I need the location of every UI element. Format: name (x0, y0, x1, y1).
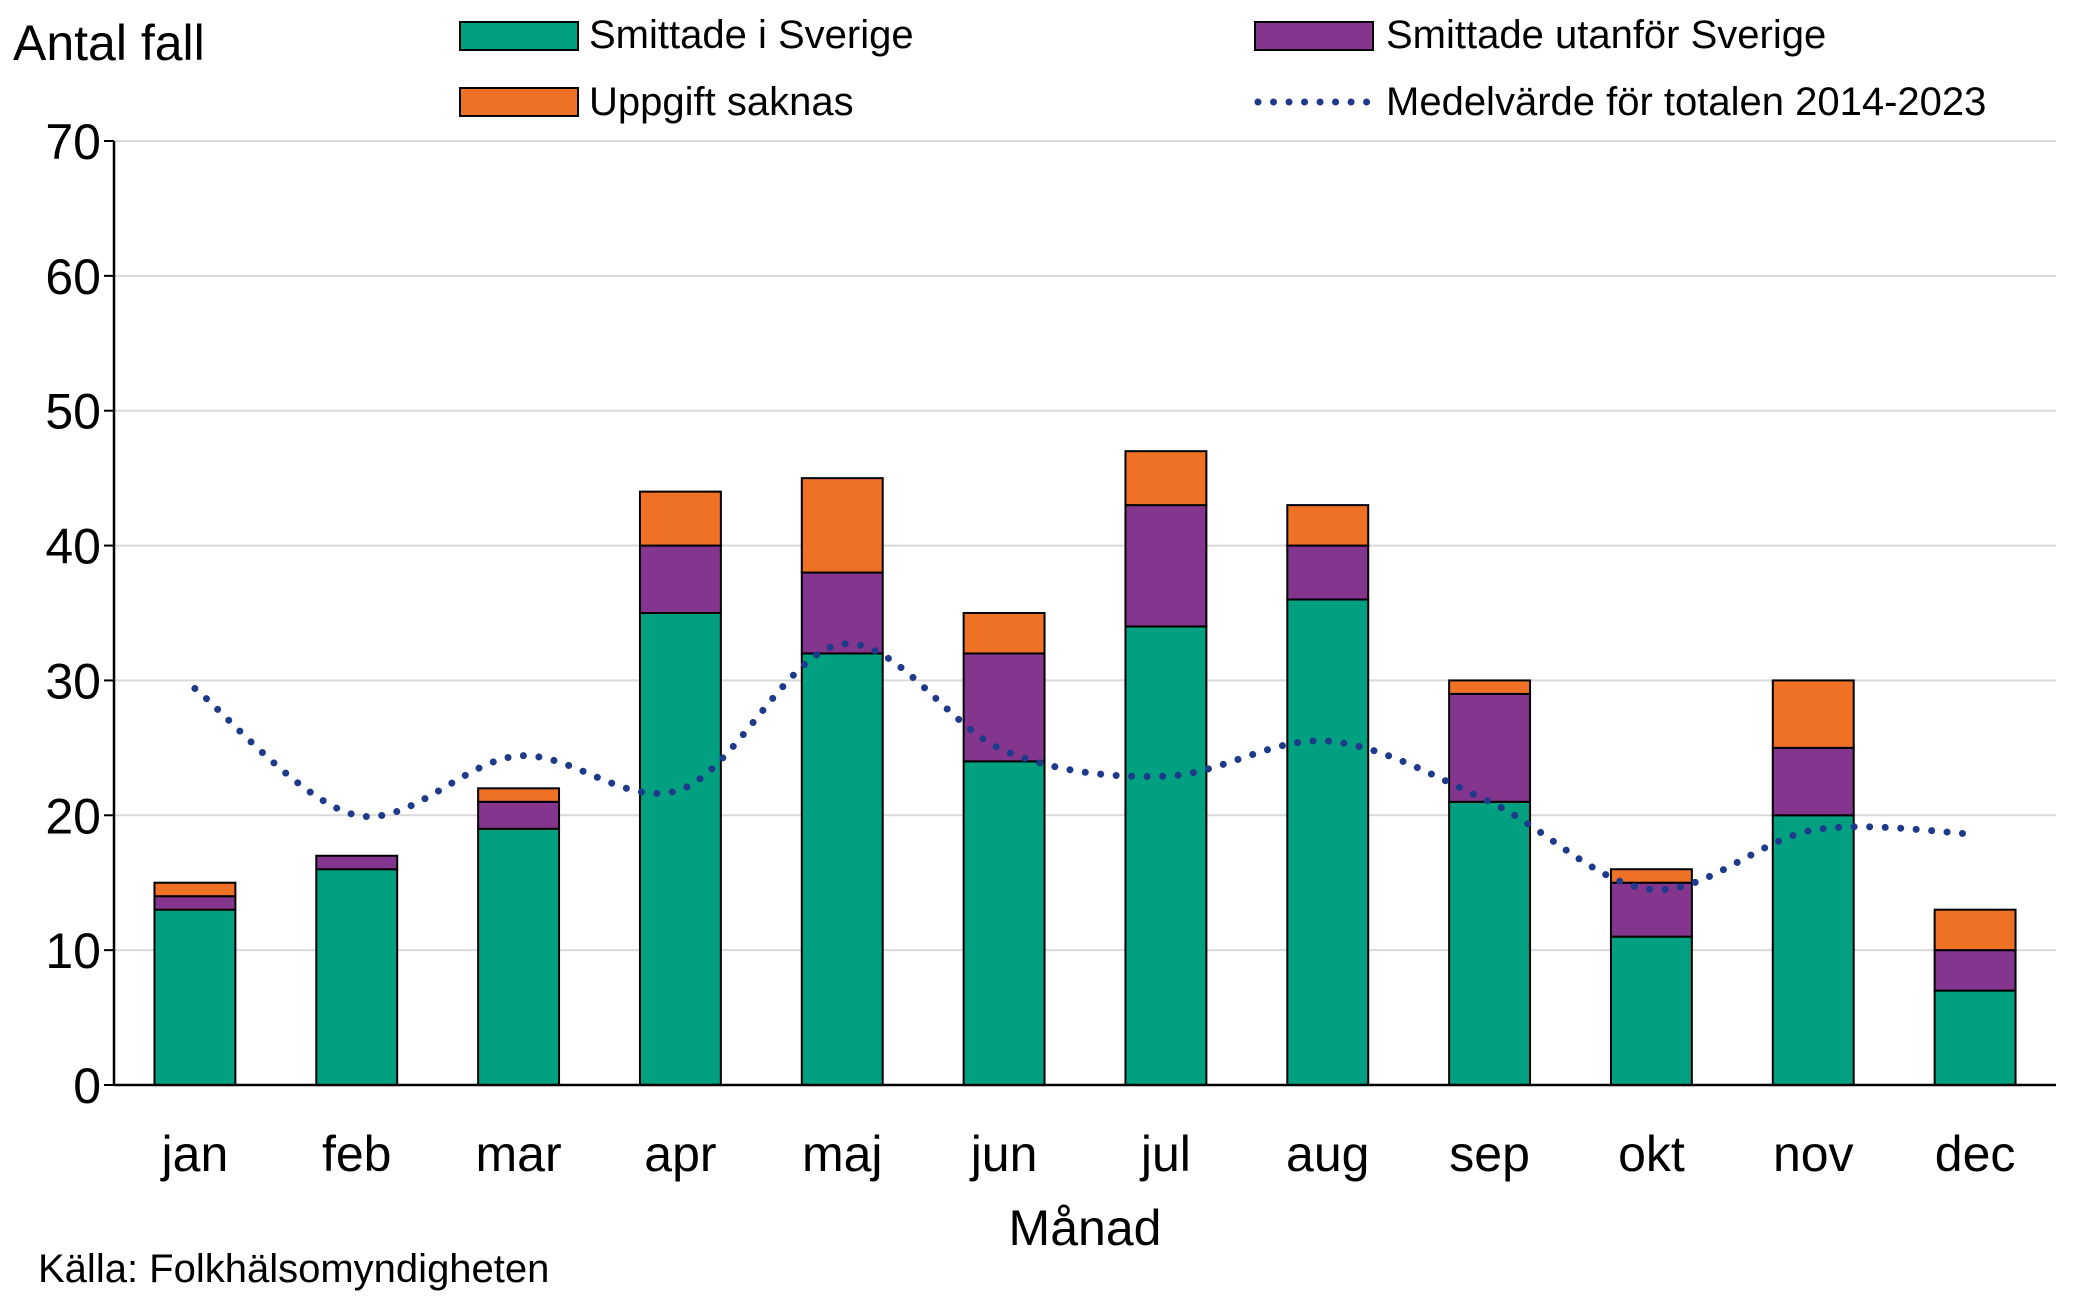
bar-utanfor-jan (153, 895, 237, 911)
bar-utanfor-mar (477, 800, 561, 830)
bar-sverige-maj (800, 652, 884, 1086)
bar-sverige-sep (1448, 800, 1532, 1086)
y-tick-label-30: 30 (45, 653, 101, 709)
bar-saknas-dec (1933, 908, 2017, 952)
bar-sverige-apr (638, 612, 722, 1086)
legend-swatch-smittade-utanfor-sverige (1254, 21, 1374, 51)
x-tick-label-aug: aug (1286, 1126, 1369, 1182)
x-tick-label-okt: okt (1618, 1126, 1685, 1182)
y-tick-label-60: 60 (45, 249, 101, 305)
bar-utanfor-jul (1124, 504, 1208, 628)
bar-saknas-jan (153, 881, 237, 898)
axes (104, 140, 2056, 1087)
bar-saknas-apr (638, 490, 722, 547)
y-tick-label-0: 0 (73, 1058, 101, 1114)
bar-utanfor-sep (1448, 692, 1532, 803)
bar-sverige-jun (962, 760, 1046, 1086)
bar-utanfor-feb (315, 854, 399, 871)
y-tick-label-10: 10 (45, 923, 101, 979)
bar-utanfor-nov (1771, 746, 1855, 817)
y-tick-label-70: 70 (45, 114, 101, 170)
bar-utanfor-maj (800, 571, 884, 655)
legend: Smittade i Sverige Smittade utanför Sver… (459, 13, 1986, 124)
bar-saknas-aug (1286, 504, 1370, 547)
bar-sverige-feb (315, 868, 399, 1086)
bar-sverige-jul (1124, 625, 1208, 1086)
legend-swatch-smittade-i-sverige (459, 21, 579, 51)
bar-saknas-jul (1124, 450, 1208, 507)
bar-sverige-aug (1286, 598, 1370, 1086)
legend-label-smittade-i-sverige: Smittade i Sverige (589, 13, 914, 57)
bar-utanfor-dec (1933, 949, 2017, 992)
bar-sverige-dec (1933, 989, 2017, 1086)
bar-saknas-maj (800, 477, 884, 574)
x-tick-label-jan: jan (160, 1126, 229, 1182)
bar-sverige-okt (1609, 935, 1693, 1087)
x-tick-label-nov: nov (1773, 1126, 1854, 1182)
x-tick-label-mar: mar (476, 1126, 562, 1182)
x-tick-label-maj: maj (802, 1126, 883, 1182)
bar-utanfor-aug (1286, 544, 1370, 601)
source-note: Källa: Folkhälsomyndigheten (38, 1247, 549, 1291)
bar-saknas-nov (1771, 679, 1855, 749)
bar-saknas-okt (1609, 868, 1693, 884)
legend-label-smittade-utanfor-sverige: Smittade utanför Sverige (1386, 13, 1826, 57)
bar-sverige-jan (153, 908, 237, 1087)
bar-saknas-mar (477, 787, 561, 803)
x-tick-label-jul: jul (1139, 1126, 1191, 1182)
mean-line (191, 640, 1979, 894)
bar-utanfor-apr (638, 544, 722, 614)
x-tick-label-feb: feb (322, 1126, 392, 1182)
y-tick-label-20: 20 (45, 788, 101, 844)
x-axis-title: Månad (1009, 1200, 1162, 1256)
legend-label-medelvarde: Medelvärde för totalen 2014-2023 (1386, 80, 1986, 124)
mean-line-group (191, 640, 1979, 894)
y-tick-label-50: 50 (45, 384, 101, 440)
x-tick-label-dec: dec (1935, 1126, 2016, 1182)
x-tick-label-apr: apr (644, 1126, 716, 1182)
legend-swatch-uppgift-saknas (459, 87, 579, 117)
gridlines (114, 140, 2056, 952)
x-tick-label-sep: sep (1449, 1126, 1530, 1182)
x-tick-labels: jan feb mar apr maj jun jul aug sep okt nov dec (160, 1126, 2016, 1182)
bar-saknas-sep (1448, 679, 1532, 695)
legend-label-uppgift-saknas: Uppgift saknas (589, 80, 854, 124)
bar-sverige-nov (1771, 814, 1855, 1086)
bar-sverige-mar (477, 827, 561, 1086)
y-tick-label-40: 40 (45, 519, 101, 575)
x-tick-label-jun: jun (969, 1126, 1038, 1182)
y-axis-title: Antal fall (13, 15, 205, 71)
bar-utanfor-jun (962, 652, 1046, 763)
bar-saknas-jun (962, 612, 1046, 655)
y-tick-labels: 0 10 20 30 40 50 60 70 (45, 114, 101, 1114)
